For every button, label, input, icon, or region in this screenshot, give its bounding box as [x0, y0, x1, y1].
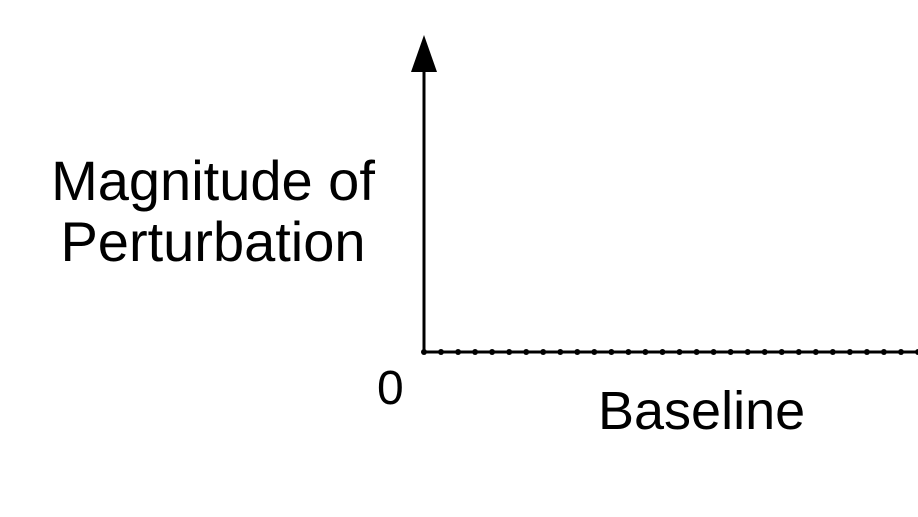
series-0-dot — [557, 349, 564, 355]
series-0-dot — [795, 349, 802, 355]
series-0-dot — [506, 349, 513, 355]
series-0-dot — [693, 349, 700, 355]
y-tick-label-zero: 0 — [377, 362, 404, 415]
series-0-dot — [727, 349, 734, 355]
series-0-dot — [710, 349, 717, 355]
series-0-dot — [574, 349, 581, 355]
series-0-dot — [846, 349, 853, 355]
y-axis-label: Magnitude of Perturbation — [18, 150, 408, 272]
series-0-dot — [472, 349, 479, 355]
series-0-dot — [591, 349, 598, 355]
series-0-dot — [829, 349, 836, 355]
series-0-dot — [863, 349, 870, 355]
series-0-dot — [540, 349, 547, 355]
series-0-dot — [489, 349, 496, 355]
y-axis-arrowhead — [411, 35, 437, 72]
series-0-dot — [880, 349, 887, 355]
series-0-dot — [812, 349, 819, 355]
series-0-dot — [761, 349, 768, 355]
series-0-dot — [778, 349, 785, 355]
series-0-dot — [898, 349, 904, 355]
y-axis-label-line-2: Perturbation — [60, 210, 366, 273]
x-axis-label: Baseline — [598, 381, 806, 441]
series-0-dot — [915, 349, 918, 355]
series-0-dot — [608, 349, 615, 355]
series-0-dot — [659, 349, 666, 355]
series-0-dot — [421, 349, 427, 355]
series-0-dot — [438, 349, 444, 355]
series-0-dot — [625, 349, 632, 355]
series-0-dot — [523, 349, 530, 355]
y-axis-label-line-1: Magnitude of — [51, 149, 375, 212]
series-0-dot — [455, 349, 462, 355]
series-0-dot — [676, 349, 683, 355]
series-layer — [421, 349, 918, 355]
series-0-dot — [744, 349, 751, 355]
series-0-dot — [642, 349, 649, 355]
